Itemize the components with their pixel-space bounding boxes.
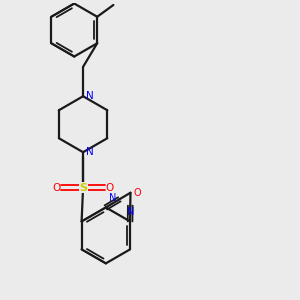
Text: N: N (86, 147, 93, 157)
Text: O: O (52, 182, 61, 193)
Text: O: O (133, 188, 141, 198)
Text: N: N (127, 207, 134, 217)
Text: N: N (86, 91, 93, 101)
Text: O: O (106, 182, 114, 193)
Text: N: N (109, 193, 117, 203)
Text: S: S (79, 182, 87, 193)
